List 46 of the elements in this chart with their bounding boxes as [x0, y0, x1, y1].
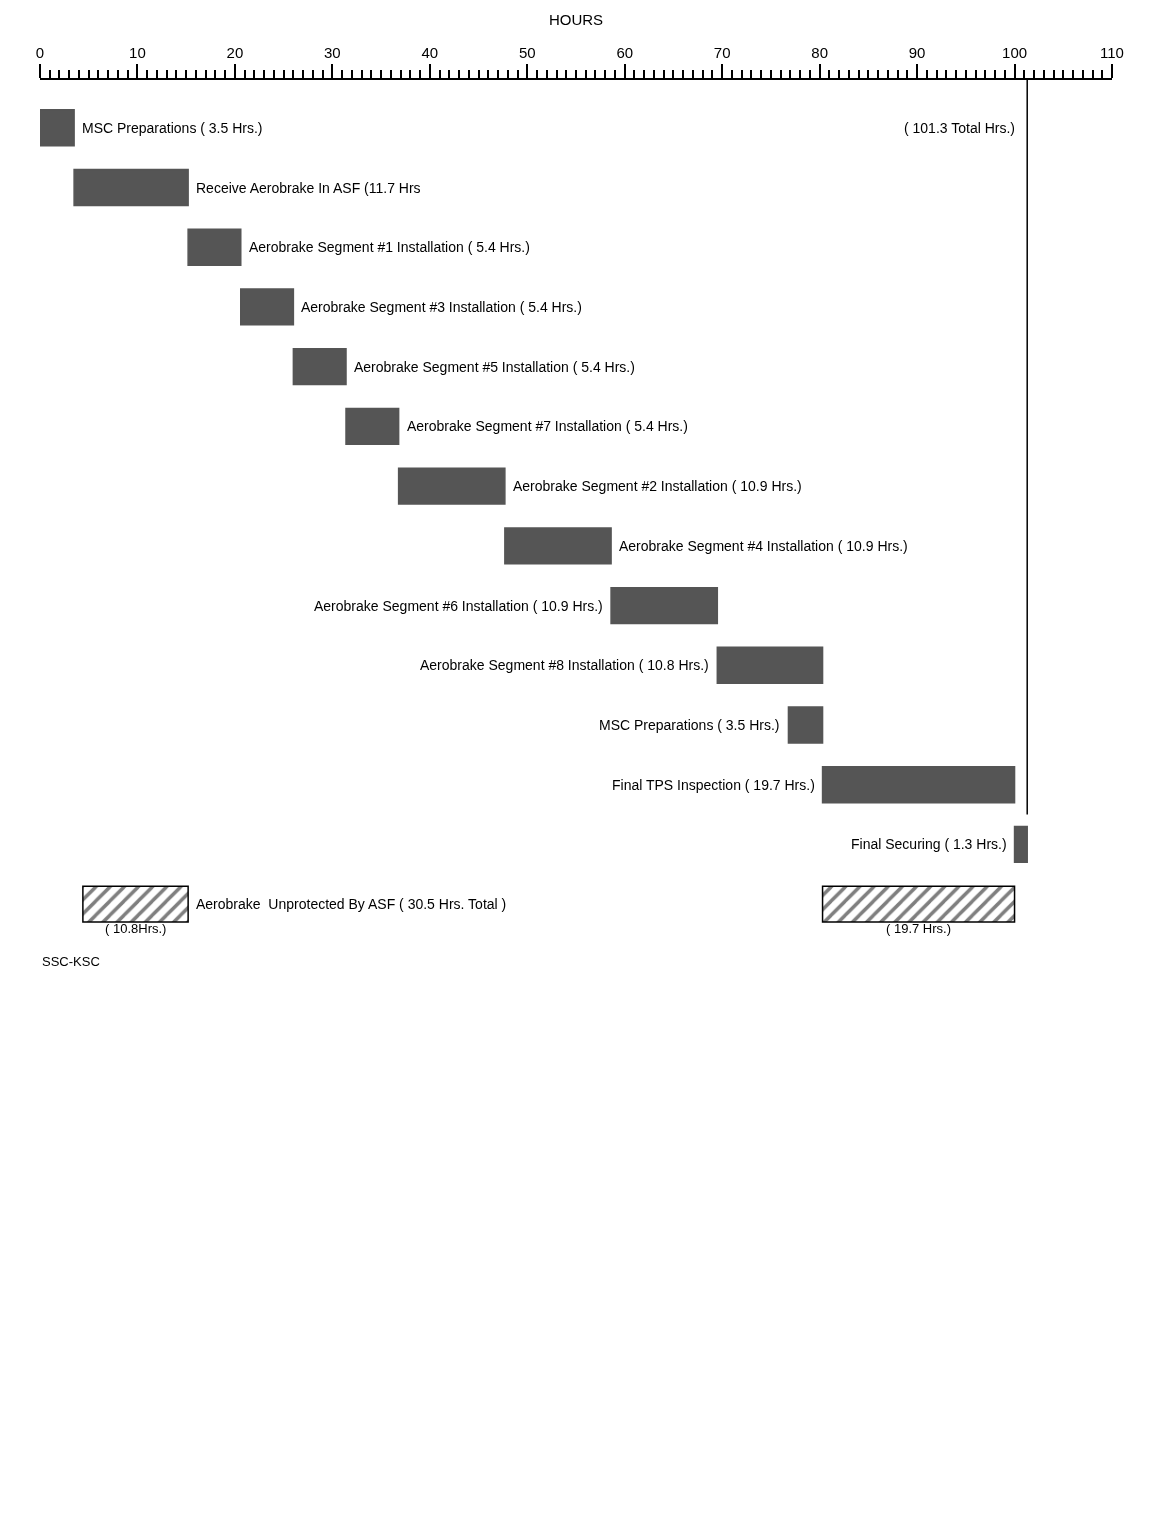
- y-tick-label: Final TPS Inspection ( 19.7 Hrs.): [612, 777, 815, 793]
- y-tick-label: Aerobrake Segment #3 Installation ( 5.4 Hrs.): [301, 299, 582, 315]
- x-tick-label: 40: [421, 44, 439, 62]
- bar: [787, 706, 824, 744]
- y-tick-label: Aerobrake Segment #8 Installation ( 10.8 Hrs.): [420, 657, 709, 673]
- bar: [240, 288, 295, 326]
- ref-line-label: ( 101.3 Total Hrs.): [904, 120, 1016, 136]
- x-tick-label: 50: [518, 44, 536, 62]
- y-tick-label: Receive Aerobrake In ASF (11.7 Hrs: [196, 180, 421, 196]
- y-tick-label: Aerobrake Segment #2 Installation ( 10.9 Hrs.): [513, 478, 802, 494]
- bar: [610, 586, 719, 625]
- x-tick-label: 30: [324, 44, 341, 62]
- bar: [73, 168, 189, 207]
- y-tick-label: MSC Preparations ( 3.5 Hrs.): [82, 120, 263, 136]
- bar: [821, 885, 1016, 923]
- y-tick-label: Aerobrake Segment #1 Installation ( 5.4 Hrs.): [249, 239, 530, 255]
- x-tick-label: 10: [129, 44, 146, 62]
- y-tick-label: Aerobrake Segment #5 Installation ( 5.4 Hrs.): [354, 359, 635, 375]
- x-tick-label: 80: [811, 44, 828, 62]
- bar: [82, 885, 189, 923]
- data-label: ( 10.8Hrs.): [105, 921, 167, 936]
- x-tick-label: 100: [1002, 44, 1028, 62]
- data-label: ( 19.7 Hrs.): [886, 921, 952, 936]
- bar: [345, 407, 400, 446]
- bar: [1013, 825, 1028, 864]
- bar: [40, 109, 75, 147]
- bar: [821, 766, 1016, 804]
- y-tick-label: Aerobrake Segment #6 Installation ( 10.9 Hrs.): [314, 598, 603, 614]
- y-tick-label: MSC Preparations ( 3.5 Hrs.): [599, 717, 780, 733]
- bar: [187, 228, 242, 266]
- bar: [504, 527, 612, 565]
- x-tick-label: 20: [226, 44, 244, 62]
- bar: [292, 348, 347, 386]
- x-tick-label: 70: [713, 44, 731, 62]
- y-tick-label: Aerobrake Segment #4 Installation ( 10.9 Hrs.): [619, 538, 908, 554]
- x-axis-title: HOURS: [548, 11, 604, 28]
- y-tick-label: Final Securing ( 1.3 Hrs.): [851, 836, 1007, 852]
- y-tick-label: Aerobrake Segment #7 Installation ( 5.4 Hrs.): [407, 418, 688, 434]
- x-tick-label: 0: [35, 44, 45, 62]
- x-tick-label: 110: [1100, 44, 1124, 62]
- y-tick-label: Aerobrake Unprotected By ASF ( 30.5 Hrs. Total ): [196, 896, 507, 912]
- x-tick-label: 60: [616, 44, 634, 62]
- bar: [397, 467, 506, 505]
- text: SSC-KSC: [42, 954, 100, 969]
- bar: [716, 646, 824, 684]
- x-tick-label: 90: [908, 44, 926, 62]
